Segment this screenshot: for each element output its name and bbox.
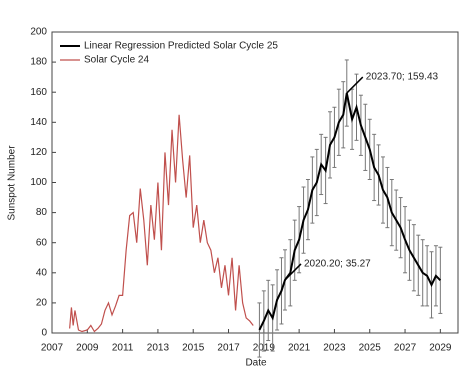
x-tick-label: 2015 — [182, 343, 205, 354]
x-tick-label: 2029 — [429, 343, 452, 354]
annotation-leader — [284, 263, 302, 281]
y-tick-label: 20 — [36, 298, 48, 309]
annotation-text: 2023.70; 159.43 — [366, 72, 439, 83]
y-tick-label: 80 — [36, 207, 48, 218]
y-tick-label: 120 — [30, 147, 47, 158]
y-tick-label: 0 — [41, 328, 47, 339]
y-tick-label: 40 — [36, 267, 48, 278]
y-tick-label: 140 — [30, 117, 47, 128]
legend-label: Linear Regression Predicted Solar Cycle … — [84, 41, 278, 52]
y-tick-label: 180 — [30, 57, 47, 68]
x-tick-label: 2013 — [147, 343, 170, 354]
annotation-text: 2020.20; 35.27 — [304, 259, 371, 270]
x-tick-label: 2011 — [112, 343, 134, 354]
x-tick-label: 2025 — [359, 343, 382, 354]
x-tick-label: 2009 — [76, 343, 99, 354]
x-tick-label: 2007 — [41, 343, 64, 354]
x-tick-label: 2017 — [217, 343, 240, 354]
series-line — [69, 114, 254, 333]
x-tick-label: 2027 — [394, 343, 417, 354]
y-tick-label: 200 — [30, 27, 47, 38]
y-axis-label: Sunspot Number — [7, 145, 18, 221]
x-tick-label: 2023 — [323, 343, 346, 354]
x-axis-label: Date — [245, 358, 267, 369]
error-bar — [438, 246, 443, 314]
y-tick-label: 160 — [30, 87, 47, 98]
x-tick-label: 2021 — [288, 343, 311, 354]
series-line — [258, 92, 442, 331]
legend-label: Solar Cycle 24 — [84, 55, 149, 66]
y-tick-label: 60 — [36, 237, 48, 248]
annotation-leader — [346, 76, 364, 94]
y-tick-label: 100 — [30, 177, 47, 188]
